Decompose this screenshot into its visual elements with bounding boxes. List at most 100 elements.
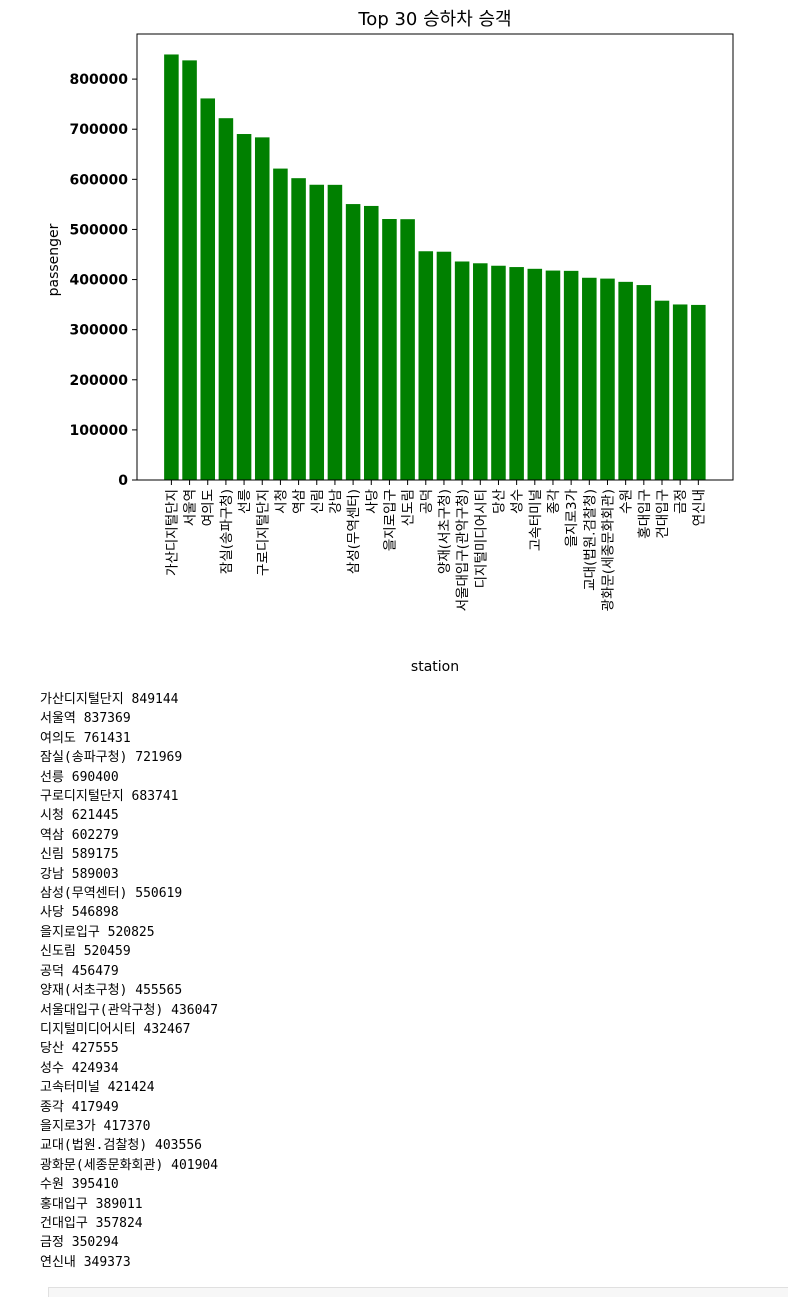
- y-tick-label: 200000: [70, 373, 129, 389]
- x-tick-label: 건대입구: [655, 489, 671, 539]
- plot-frame: [136, 33, 734, 481]
- bar-17: [454, 261, 470, 480]
- x-tick-label: 서울대입구(관악구청): [455, 489, 471, 611]
- bar-11: [345, 204, 361, 480]
- output-line: 디지털미디어시티 432467: [40, 1021, 191, 1037]
- bar-20: [509, 267, 524, 480]
- output-line: 여의도 761431: [40, 730, 131, 746]
- x-tick-label: 여의도: [201, 489, 217, 526]
- x-tick-label: 선릉: [237, 489, 253, 514]
- x-axis-ticks: 가산디지털단지 서울역 여의도 잠실(송파구청) 선릉 구로디지털단지 시청 역삼 신림 강남 삼성…: [164, 480, 707, 611]
- x-tick-label: 연신내: [691, 489, 707, 526]
- output-line: 서울역 837369: [40, 711, 131, 727]
- output-line: 강남 589003: [40, 866, 119, 882]
- bar-2: [182, 60, 197, 481]
- print-output: 가산디지털단지 849144 서울역 837369 여의도 761431 잠실(송파구…: [40, 690, 218, 1272]
- bar-8: [291, 178, 306, 480]
- x-tick-label: 신림: [310, 489, 326, 514]
- bar-14: [400, 219, 415, 480]
- x-tick-label: 양재(서초구청): [437, 489, 453, 574]
- x-tick-label: 서울역: [183, 489, 199, 526]
- x-tick-label: 금정: [673, 489, 689, 514]
- output-line: 수원 395410: [40, 1177, 119, 1193]
- bar-12: [364, 205, 379, 480]
- bar-21: [527, 268, 543, 480]
- bar-29: [672, 304, 688, 480]
- x-tick-label: 가산디지털단지: [164, 489, 180, 576]
- bar-3: [200, 98, 216, 481]
- y-tick-label: 100000: [70, 423, 129, 439]
- y-tick-label: 800000: [70, 72, 129, 88]
- y-tick-label: 500000: [70, 222, 129, 238]
- bar-1: [164, 54, 179, 480]
- x-tick-label: 수원: [619, 489, 635, 514]
- y-tick-label: 0: [118, 473, 128, 489]
- x-tick-label: 광화문(세종문화회관): [600, 489, 616, 611]
- bar-10: [327, 184, 343, 480]
- y-tick-label: 600000: [70, 172, 129, 188]
- x-tick-label: 잠실(송파구청): [219, 489, 235, 574]
- bar-26: [618, 281, 633, 480]
- x-tick-label: 성수: [510, 489, 526, 514]
- x-tick-label: 고속터미널: [528, 489, 544, 551]
- output-line: 을지로3가 417370: [40, 1118, 151, 1134]
- output-line: 삼성(무역센터) 550619: [40, 886, 183, 902]
- output-line: 건대입구 357824: [40, 1215, 143, 1231]
- output-line: 종각 417949: [40, 1099, 119, 1115]
- bar-9: [309, 184, 325, 480]
- output-line: 교대(법원.검찰청) 403556: [40, 1138, 202, 1154]
- output-line: 을지로입구 520825: [40, 924, 155, 940]
- y-tick-label: 300000: [70, 323, 129, 339]
- x-tick-label: 공덕: [419, 489, 435, 514]
- x-tick-label: 홍대입구: [637, 489, 653, 539]
- x-tick-label: 종각: [546, 489, 562, 514]
- output-line: 홍대입구 389011: [40, 1196, 143, 1212]
- x-tick-label: 교대(법원.검찰청): [582, 489, 598, 591]
- x-tick-label: 역삼: [292, 489, 308, 514]
- bar-22: [545, 270, 561, 480]
- output-line: 양재(서초구청) 455565: [40, 983, 183, 999]
- x-tick-label: 을지로입구: [382, 489, 398, 551]
- output-line: 가산디지털단지 849144: [40, 692, 179, 707]
- y-axis-ticks: 0 100000 200000 300000 400000 500000 600000 700…: [70, 72, 137, 489]
- output-line: 신도림 520459: [40, 944, 131, 960]
- bar-28: [654, 300, 670, 480]
- bar-chart: Top 30 승하차 승객 0 100000 200000 300000 400000 5…: [46, 9, 734, 675]
- bar-4: [218, 118, 234, 480]
- output-line: 신림 589175: [40, 847, 119, 863]
- x-tick-label: 을지로3가: [564, 489, 580, 547]
- y-axis-label: passenger: [46, 223, 62, 296]
- x-tick-label: 구로디지털단지: [255, 489, 271, 576]
- bar-18: [473, 263, 488, 480]
- bar-25: [600, 278, 615, 480]
- output-line: 구로디지털단지 683741: [40, 789, 179, 805]
- bar-19: [491, 265, 506, 480]
- output-line: 광화문(세종문화회관) 401904: [40, 1157, 219, 1173]
- output-line: 고속터미널 421424: [40, 1080, 155, 1096]
- next-code-cell[interactable]: [48, 1287, 788, 1297]
- output-line: 공덕 456479: [40, 963, 119, 979]
- chart-title: Top 30 승하차 승객: [357, 9, 511, 30]
- y-tick-label: 400000: [70, 273, 129, 289]
- bar-30: [691, 304, 706, 480]
- x-tick-label: 강남: [328, 489, 344, 514]
- bar-7: [273, 168, 288, 480]
- y-tick-label: 700000: [70, 122, 129, 138]
- output-line: 성수 424934: [40, 1060, 119, 1076]
- bar-16: [436, 251, 452, 480]
- bar-group: [164, 54, 706, 481]
- x-tick-label: 사당: [364, 489, 380, 514]
- bar-24: [582, 277, 597, 480]
- x-tick-label: 시청: [273, 489, 289, 514]
- output-line: 역삼 602279: [40, 827, 119, 843]
- output-line: 당산 427555: [40, 1041, 119, 1057]
- output-line: 연신내 349373: [40, 1254, 131, 1270]
- output-line: 금정 350294: [40, 1235, 119, 1251]
- bar-13: [382, 219, 397, 480]
- output-line: 사당 546898: [40, 905, 119, 921]
- x-tick-label: 디지털미디어시티: [473, 489, 489, 588]
- x-axis-label: station: [411, 659, 459, 675]
- output-line: 선릉 690400: [40, 769, 119, 785]
- x-tick-label: 삼성(무역센터): [346, 489, 362, 574]
- bar-6: [254, 137, 270, 481]
